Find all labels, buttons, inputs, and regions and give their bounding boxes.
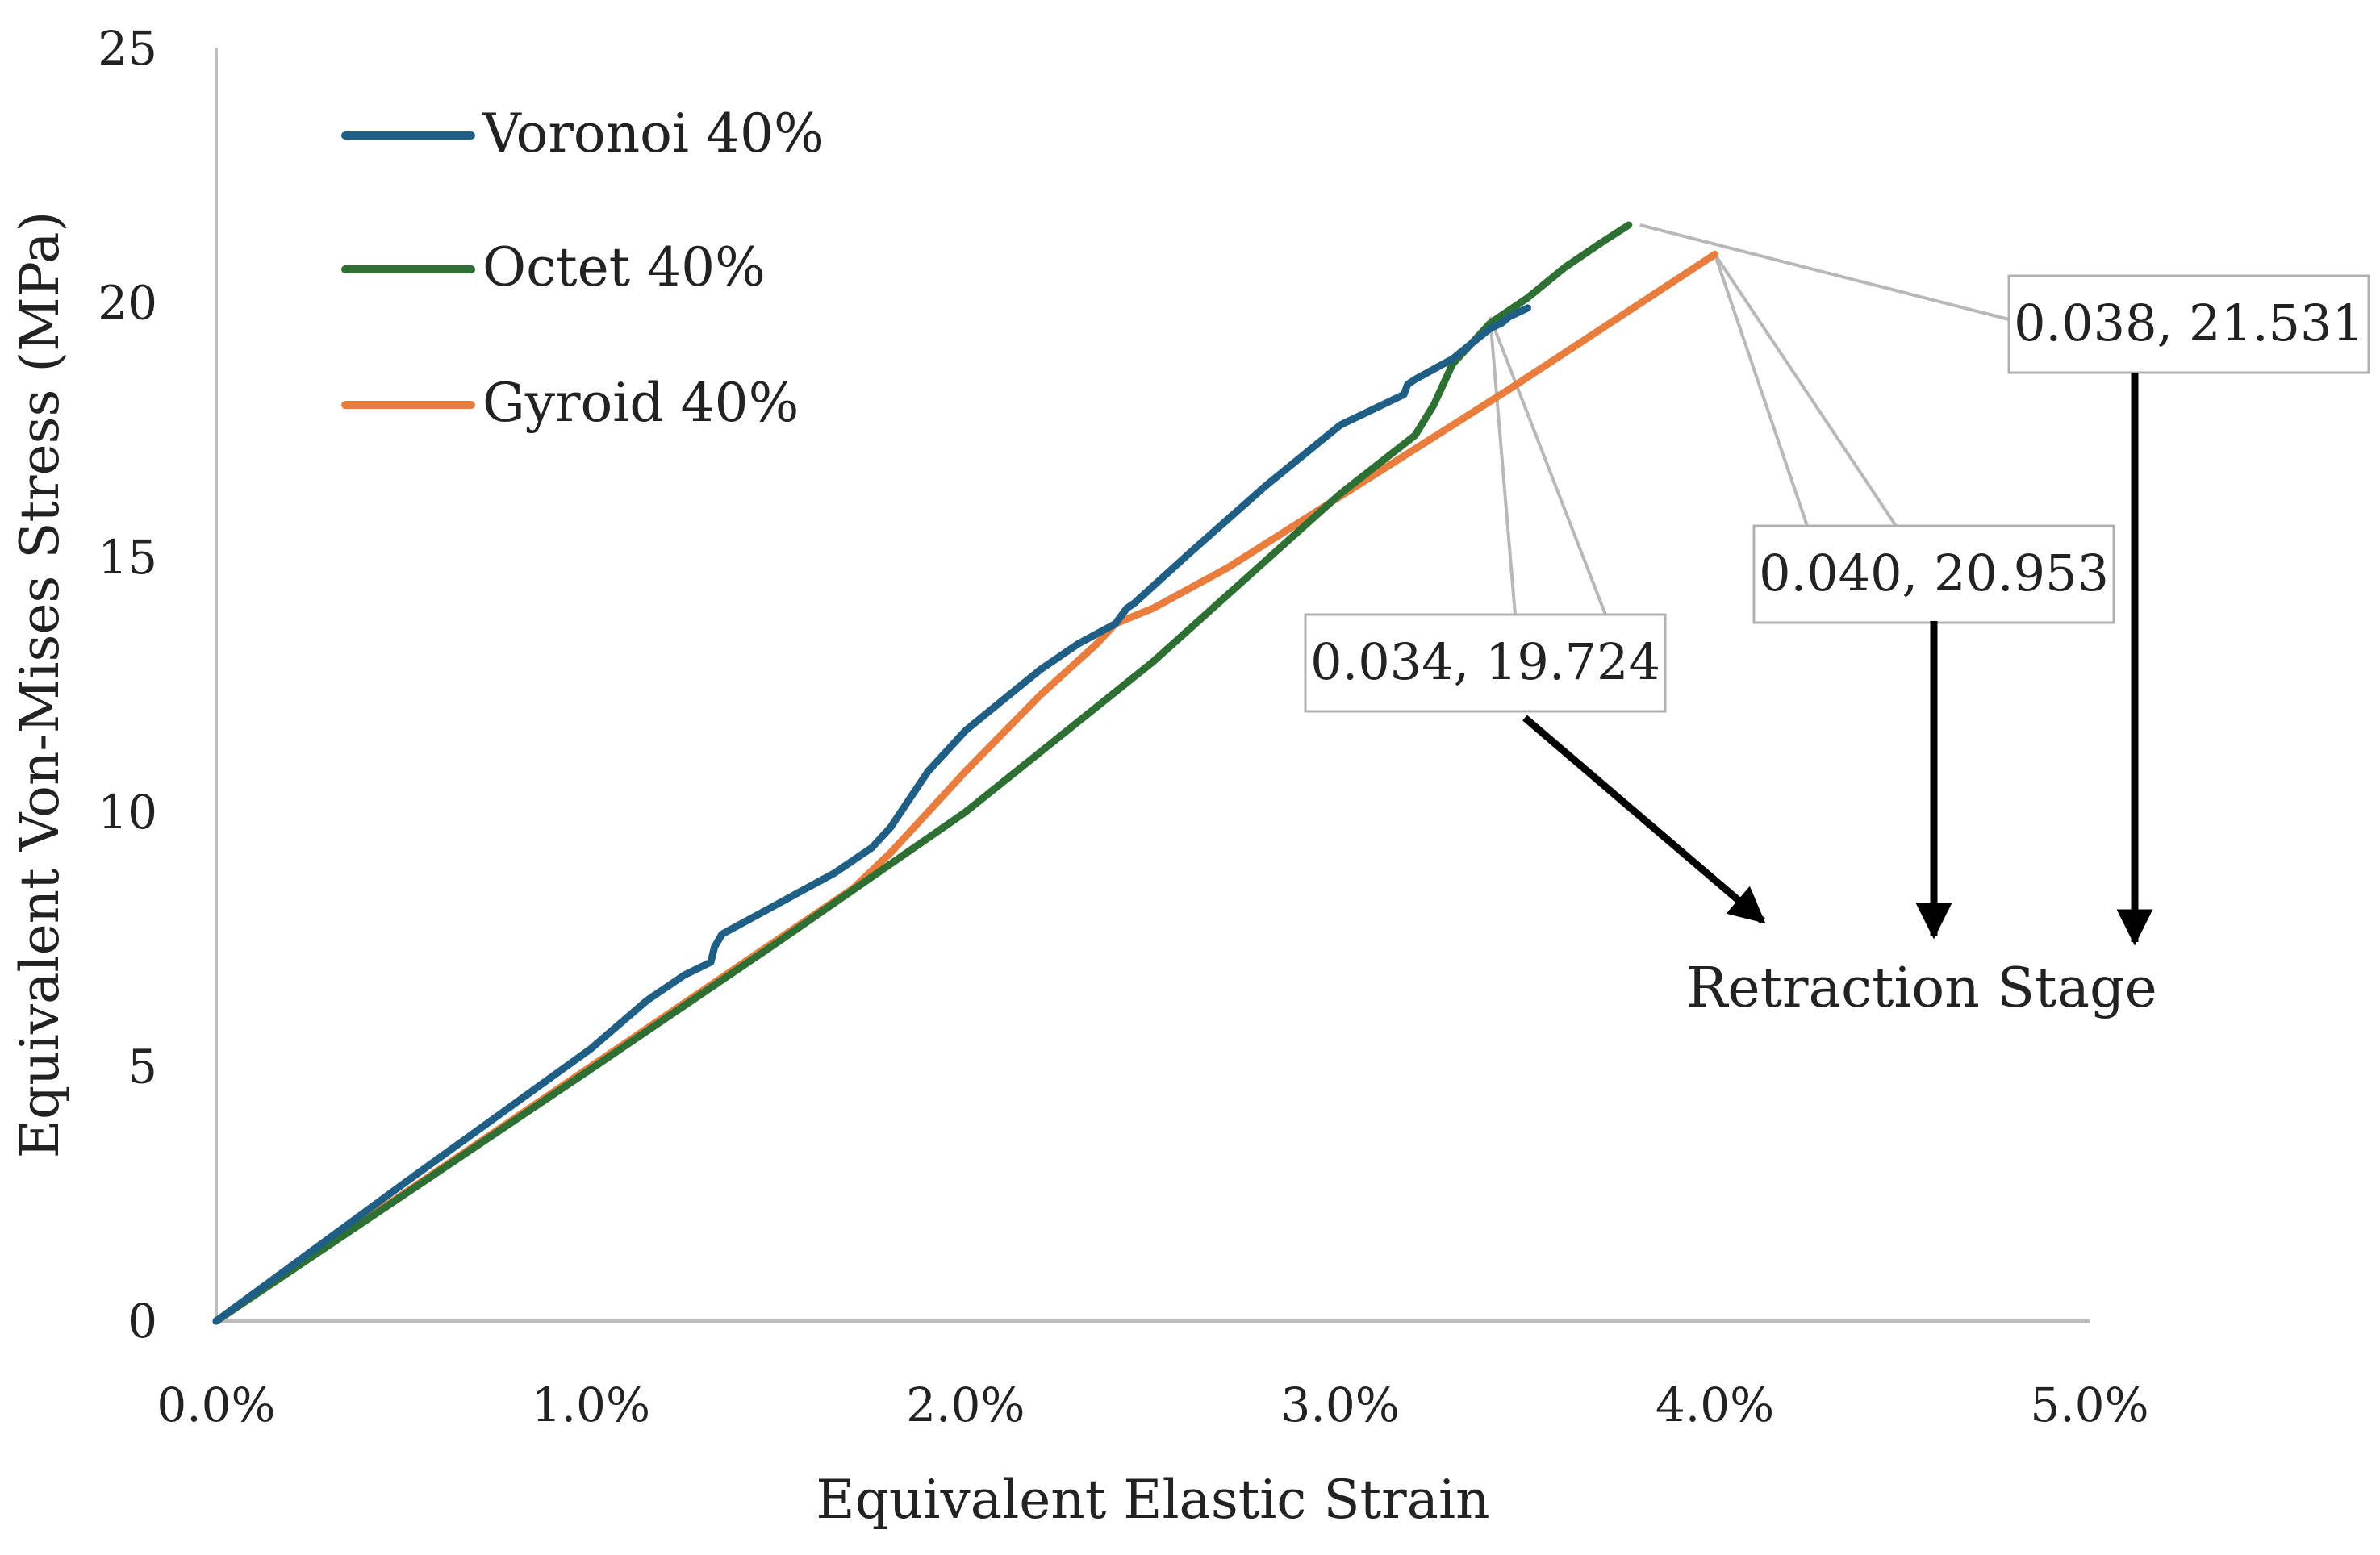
- x-tick-label: 0.0%: [157, 1378, 275, 1432]
- y-tick-labels: 0 5 10 15 20 25: [98, 21, 157, 1349]
- callout-leaders: [1488, 223, 2010, 615]
- callout-labels: 0.034, 19.724 0.040, 20.953 0.038, 21.53…: [1304, 274, 2370, 713]
- legend-label: Gyroid 40%: [482, 372, 799, 434]
- retraction-stage-label: Retraction Stage: [1686, 957, 2157, 1020]
- series-line-voronoi: [212, 304, 1531, 1325]
- callout-leader-line: [1713, 253, 1809, 527]
- callout-box: [1304, 613, 1667, 713]
- callout-octet: 0.038, 21.531: [2007, 274, 2370, 374]
- y-tick-label: 5: [127, 1039, 157, 1094]
- axes: [215, 48, 2090, 1323]
- legend: Voronoi 40% Octet 40% Gyroid 40%: [341, 102, 825, 434]
- series-line-octet: [212, 221, 1633, 1325]
- y-tick-label: 10: [98, 785, 157, 840]
- callout-box: [2007, 274, 2370, 374]
- arrow-voronoi: [1522, 715, 1766, 924]
- x-tick-label: 2.0%: [906, 1378, 1025, 1432]
- callout-leader-line: [1713, 253, 1898, 527]
- legend-item-gyroid: Gyroid 40%: [341, 372, 799, 434]
- x-tick-label: 1.0%: [532, 1378, 650, 1432]
- series-lines: [212, 221, 1719, 1325]
- y-axis-title: Equivalent Von-Mises Stress (MPa): [9, 211, 71, 1158]
- callout-voronoi: 0.034, 19.724: [1304, 613, 1667, 713]
- x-tick-label: 5.0%: [2030, 1378, 2148, 1432]
- callout-leader-line: [1489, 316, 1607, 615]
- legend-label: Octet 40%: [482, 236, 766, 298]
- x-tick-labels: 0.0% 1.0% 2.0% 3.0% 4.0% 5.0%: [157, 1378, 2148, 1432]
- x-tick-label: 4.0%: [1656, 1378, 1774, 1432]
- callout-leader-line: [1488, 316, 1517, 615]
- y-tick-label: 15: [98, 530, 157, 585]
- legend-label: Voronoi 40%: [482, 102, 825, 165]
- callout-leader-line: [1639, 223, 2010, 321]
- x-tick-label: 3.0%: [1281, 1378, 1400, 1432]
- y-tick-label: 0: [127, 1294, 157, 1349]
- y-tick-label: 25: [98, 21, 157, 76]
- callout-box: [1752, 524, 2115, 624]
- y-tick-label: 20: [98, 276, 157, 331]
- callout-gyroid: 0.040, 20.953: [1752, 524, 2115, 624]
- callout-label: 0.034, 19.724: [1310, 632, 1660, 691]
- callout-label: 0.038, 21.531: [2014, 294, 2364, 352]
- callout-label: 0.040, 20.953: [1759, 544, 2109, 602]
- legend-item-octet: Octet 40%: [341, 236, 766, 298]
- x-axis-title: Equivalent Elastic Strain: [816, 1469, 1489, 1531]
- retraction-arrows: [1522, 373, 2153, 946]
- legend-item-voronoi: Voronoi 40%: [341, 102, 825, 165]
